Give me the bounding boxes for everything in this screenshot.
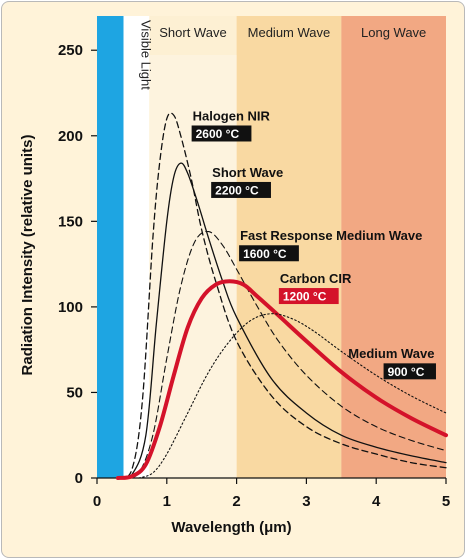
band-0 [97,16,124,478]
y-tick-label: 50 [66,384,83,401]
band-label-visible-light: Visible Light [138,20,153,90]
series-label-halogen-nir: Halogen NIR [193,108,271,123]
y-tick-label: 250 [58,42,83,59]
temp-label-carbon-cir: 1200 °C [283,290,327,304]
series-line-short-wave [117,162,447,480]
series-line-halogen-nir [117,112,447,479]
temp-badge-halogen-nir [191,125,252,142]
x-tick-label: 1 [163,493,171,510]
temp-badge-carbon-cir [278,288,339,305]
temp-label-halogen-nir: 2600 °C [196,127,240,141]
temp-label-medium-wave: 900 °C [388,365,425,379]
series-line-fast-response-medium-wave [124,230,447,479]
x-tick-label: 4 [372,493,381,510]
band-4 [341,16,446,478]
series-label-carbon-cir: Carbon CIR [280,271,352,286]
temp-label-fast-response-medium-wave: 1600 °C [243,247,287,261]
series-label-fast-response-medium-wave: Fast Response Medium Wave [240,228,422,243]
temp-badge-short-wave [211,181,271,198]
x-tick-label: 2 [232,493,240,510]
series-label-medium-wave: Medium Wave [348,346,434,361]
band-label-long-wave: Long Wave [361,25,426,40]
y-tick-label: 100 [58,299,83,316]
temp-badge-fast-response-medium-wave [239,245,299,262]
x-tick-label: 3 [302,493,310,510]
y-tick-label: 0 [75,470,83,487]
band-label-medium-wave: Medium Wave [248,25,331,40]
temp-label-short-wave: 2200 °C [215,183,259,197]
y-axis-title: Radiation Intensity (relative units) [19,135,36,376]
band-1 [123,16,150,478]
series-line-medium-wave [138,313,447,479]
temp-badge-medium-wave [383,363,436,380]
x-tick-label: 0 [93,493,101,510]
y-tick-label: 200 [58,128,83,145]
y-tick-label: 150 [58,213,83,230]
x-tick-label: 5 [442,493,450,510]
x-axis-title: Wavelength (μm) [171,519,291,536]
band-label-short-wave: Short Wave [159,25,226,40]
series-line-carbon-cir [115,279,448,480]
series-label-short-wave: Short Wave [212,165,283,180]
